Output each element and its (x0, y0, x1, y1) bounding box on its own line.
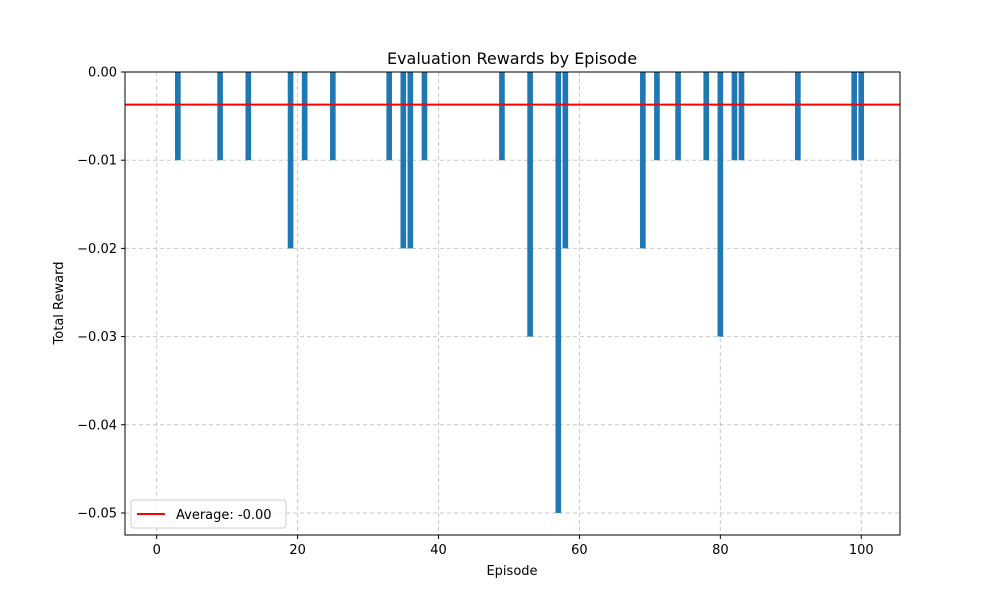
bar (731, 72, 738, 161)
x-tick-label: 40 (430, 543, 447, 558)
legend-box (130, 499, 287, 529)
legend-average-label: Average: -0.00 (176, 508, 272, 523)
bar (386, 72, 393, 161)
x-tick-label: 0 (153, 543, 161, 558)
x-axis-label: Episode (486, 564, 537, 579)
x-tick-label: 60 (571, 543, 588, 558)
y-tick-label: −0.04 (77, 418, 117, 433)
bar (287, 72, 294, 249)
bar (738, 72, 745, 161)
legend: Average: -0.00 (130, 499, 287, 529)
x-tick-label: 80 (712, 543, 729, 558)
bar (245, 72, 252, 161)
bar (555, 72, 562, 513)
y-tick-label: −0.02 (77, 242, 117, 257)
bar (330, 72, 336, 161)
bar (703, 72, 710, 161)
bar (795, 72, 801, 161)
bar (654, 72, 660, 161)
bar (499, 72, 505, 161)
y-axis-label: Total Reward (52, 262, 67, 346)
bar (400, 72, 407, 249)
bar (407, 72, 414, 249)
chart-title: Evaluation Rewards by Episode (387, 49, 637, 68)
bar (640, 72, 646, 249)
y-tick-label: −0.03 (77, 330, 117, 345)
bar (562, 72, 569, 249)
y-axis-ticks: 0.00 −0.01 −0.02 −0.03 −0.04 −0.05 (77, 66, 125, 521)
y-tick-label: −0.01 (77, 154, 117, 169)
x-tick-label: 100 (849, 543, 874, 558)
x-axis-ticks: 0 20 40 60 80 100 (153, 535, 874, 558)
bars (175, 72, 865, 513)
bar (217, 72, 223, 161)
bar (301, 72, 308, 161)
y-tick-label: 0.00 (88, 66, 117, 81)
bar (675, 72, 681, 161)
y-tick-label: −0.05 (77, 506, 117, 521)
x-tick-label: 20 (289, 543, 306, 558)
bar (421, 72, 428, 161)
bar (527, 72, 533, 337)
grid (125, 71, 900, 535)
bar (858, 72, 865, 161)
bar (175, 72, 181, 161)
bar (851, 72, 858, 161)
plot-frame (124, 71, 901, 536)
bar (717, 72, 724, 337)
